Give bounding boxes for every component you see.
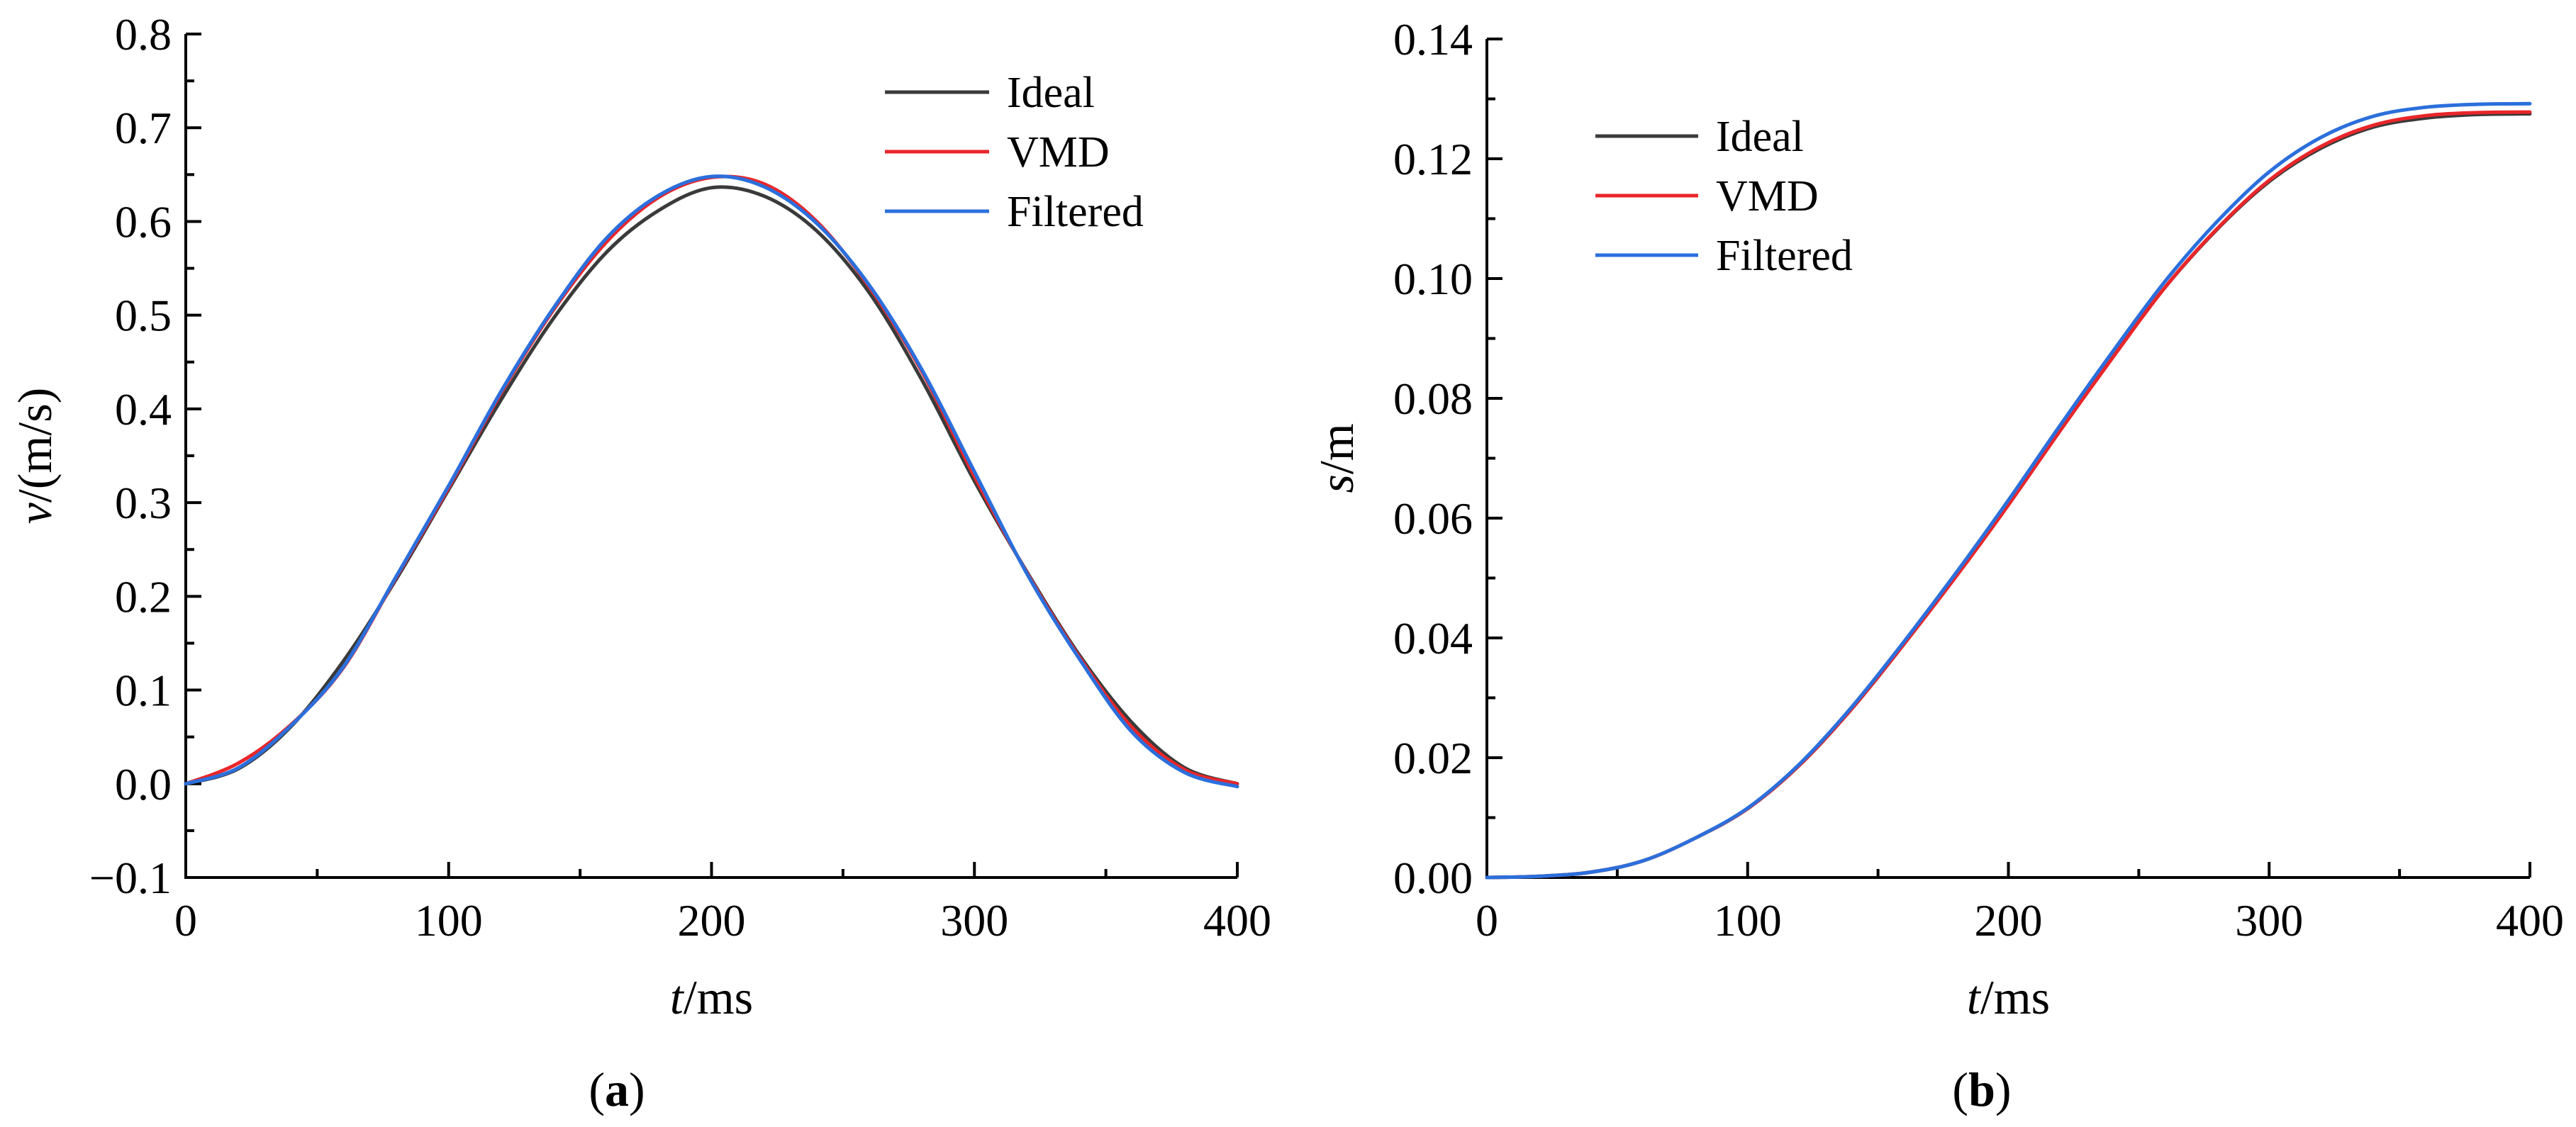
panel-a-x-tick-label: 0: [174, 895, 197, 946]
panel-b-legend-label-vmd: VMD: [1716, 172, 1819, 220]
panel-a-x-axis-symbol: t: [670, 970, 685, 1024]
panel-b-y-tick-label: 0.04: [1393, 613, 1473, 663]
panel-b-y-tick-label: 0.06: [1393, 493, 1473, 544]
panel-a-x-tick-label: 100: [415, 895, 483, 946]
panel-b-x-axis-symbol: t: [1967, 970, 1982, 1024]
panel-b-label: (b): [1952, 1062, 2011, 1116]
panel-b-x-tick-label: 0: [1476, 895, 1498, 946]
panel-b-x-tick-label: 400: [2496, 895, 2564, 946]
panel-a-x-axis-unit: /ms: [684, 970, 753, 1024]
panel-b-y-axis-unit: /m: [1310, 423, 1364, 474]
panel-b-legend-label-filtered: Filtered: [1716, 232, 1853, 280]
panel-a-y-axis-title: v/(m/s): [8, 388, 62, 525]
panel-a-x-tick-label: 400: [1203, 895, 1271, 946]
panel-a-legend-label-ideal: Ideal: [1007, 69, 1095, 117]
chart-panel-a: 0 100 200 300 400 −0.1 0.0 0.1 0.2 0.3 0.4 0.5 0.6 0.…: [8, 9, 1271, 1116]
panel-b-x-axis-unit: /ms: [1980, 970, 2050, 1024]
panel-a-label: (a): [589, 1062, 645, 1116]
panel-a-legend-label-vmd: VMD: [1007, 128, 1110, 176]
panel-a-y-axis-symbol: v: [8, 502, 62, 524]
chart-panel-b: 0 100 200 300 400 0.00 0.02 0.04 0.06 0.08 0.10 0.1…: [1310, 14, 2564, 1116]
panel-a-y-tick-label: 0.3: [115, 478, 172, 528]
panel-a-y-tick-label: 0.0: [115, 759, 172, 809]
panel-a-y-tick-label: −0.1: [89, 853, 172, 903]
panel-a-legend-label-filtered: Filtered: [1007, 188, 1144, 236]
panel-b-series-filtered: [1485, 101, 2532, 880]
panel-b-y-axis-symbol: s: [1310, 474, 1364, 493]
panel-a-y-tick-label: 0.7: [115, 103, 172, 153]
panel-a-y-tick-label: 0.4: [115, 384, 172, 434]
panel-b-y-tick-label: 0.10: [1393, 254, 1473, 304]
panel-a-x-tick-label: 300: [940, 895, 1008, 946]
panel-b-x-tick-label: 300: [2235, 895, 2303, 946]
panel-b-y-tick-label: 0.12: [1393, 134, 1473, 184]
panel-b-x-tick-label: 200: [1975, 895, 2043, 946]
panel-b-x-tick-label: 100: [1714, 895, 1782, 946]
panel-b-y-tick-label: 0.00: [1393, 853, 1473, 903]
panel-b-y-tick-label: 0.02: [1393, 733, 1473, 783]
panel-a-y-tick-label: 0.8: [115, 9, 172, 60]
panel-a-y-tick-label: 0.1: [115, 666, 172, 716]
panel-a-x-axis-title: t/ms: [670, 970, 753, 1024]
panel-b-x-axis-title: t/ms: [1967, 970, 2050, 1024]
panel-a-y-axis-unit: /(m/s): [8, 388, 62, 503]
panel-a-x-tick-label: 200: [678, 895, 746, 946]
panel-a-y-tick-label: 0.2: [115, 571, 172, 622]
panel-a-series-filtered: [184, 174, 1239, 789]
panel-a-y-tick-label: 0.6: [115, 196, 172, 247]
panel-b-y-tick-label: 0.14: [1393, 14, 1473, 65]
panel-b-y-axis-title: s/m: [1310, 423, 1364, 493]
panel-b-y-tick-label: 0.08: [1393, 374, 1473, 424]
panel-b-legend-label-ideal: Ideal: [1716, 113, 1804, 161]
panel-a-y-tick-label: 0.5: [115, 291, 172, 341]
